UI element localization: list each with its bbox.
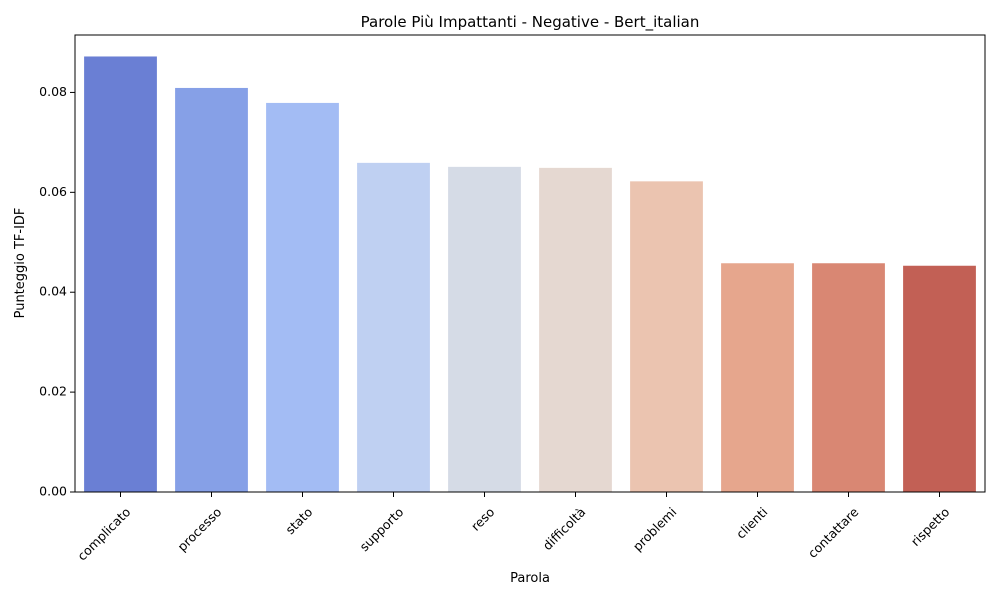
- x-tick-label: clienti: [733, 504, 770, 541]
- x-tick-label: problemi: [630, 504, 680, 554]
- bar-2: [175, 87, 248, 492]
- y-tick-label: 0.02: [39, 384, 67, 399]
- plot-frame: [74, 34, 986, 493]
- bar-3: [266, 102, 339, 492]
- x-tick-label: supporto: [356, 504, 406, 554]
- bar-5: [448, 166, 521, 492]
- bar-7: [630, 181, 703, 492]
- x-tick-label: reso: [468, 504, 497, 533]
- bar-1: [84, 56, 157, 492]
- bar-10: [903, 265, 976, 492]
- y-tick-label: 0.00: [39, 484, 67, 499]
- bars-layer: [84, 56, 976, 492]
- x-tick-label: contattare: [805, 504, 862, 561]
- y-axis-title: Punteggio TF-IDF: [13, 208, 28, 319]
- y-tick-label: 0.08: [39, 84, 67, 99]
- y-axis: 0.00 0.02 0.04 0.06 0.08: [39, 84, 75, 499]
- x-tick-label: stato: [282, 504, 315, 537]
- x-tick-label: rispetto: [908, 504, 953, 549]
- y-tick-label: 0.06: [39, 184, 67, 199]
- bar-6: [539, 167, 612, 492]
- chart-title: Parole Più Impattanti - Negative - Bert_…: [361, 13, 700, 32]
- bar-9: [812, 263, 885, 492]
- x-axis-title: Parola: [510, 571, 550, 586]
- bar-8: [721, 263, 794, 492]
- x-tick-label: processo: [174, 504, 224, 554]
- bar-4: [357, 162, 430, 492]
- x-tick-label: difficoltà: [540, 504, 589, 553]
- x-tick-label: complicato: [74, 504, 133, 563]
- y-tick-label: 0.04: [39, 284, 67, 299]
- x-axis: complicato processo stato supporto reso diffi…: [74, 492, 952, 563]
